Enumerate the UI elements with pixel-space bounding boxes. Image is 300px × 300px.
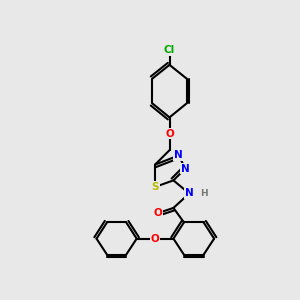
Text: O: O bbox=[165, 129, 174, 139]
Text: N: N bbox=[181, 164, 190, 174]
Text: S: S bbox=[151, 182, 159, 192]
Text: O: O bbox=[151, 234, 159, 244]
Text: N: N bbox=[185, 188, 194, 199]
Text: H: H bbox=[200, 189, 207, 198]
Text: N: N bbox=[174, 150, 183, 161]
Text: Cl: Cl bbox=[164, 45, 175, 56]
Text: O: O bbox=[153, 208, 162, 218]
